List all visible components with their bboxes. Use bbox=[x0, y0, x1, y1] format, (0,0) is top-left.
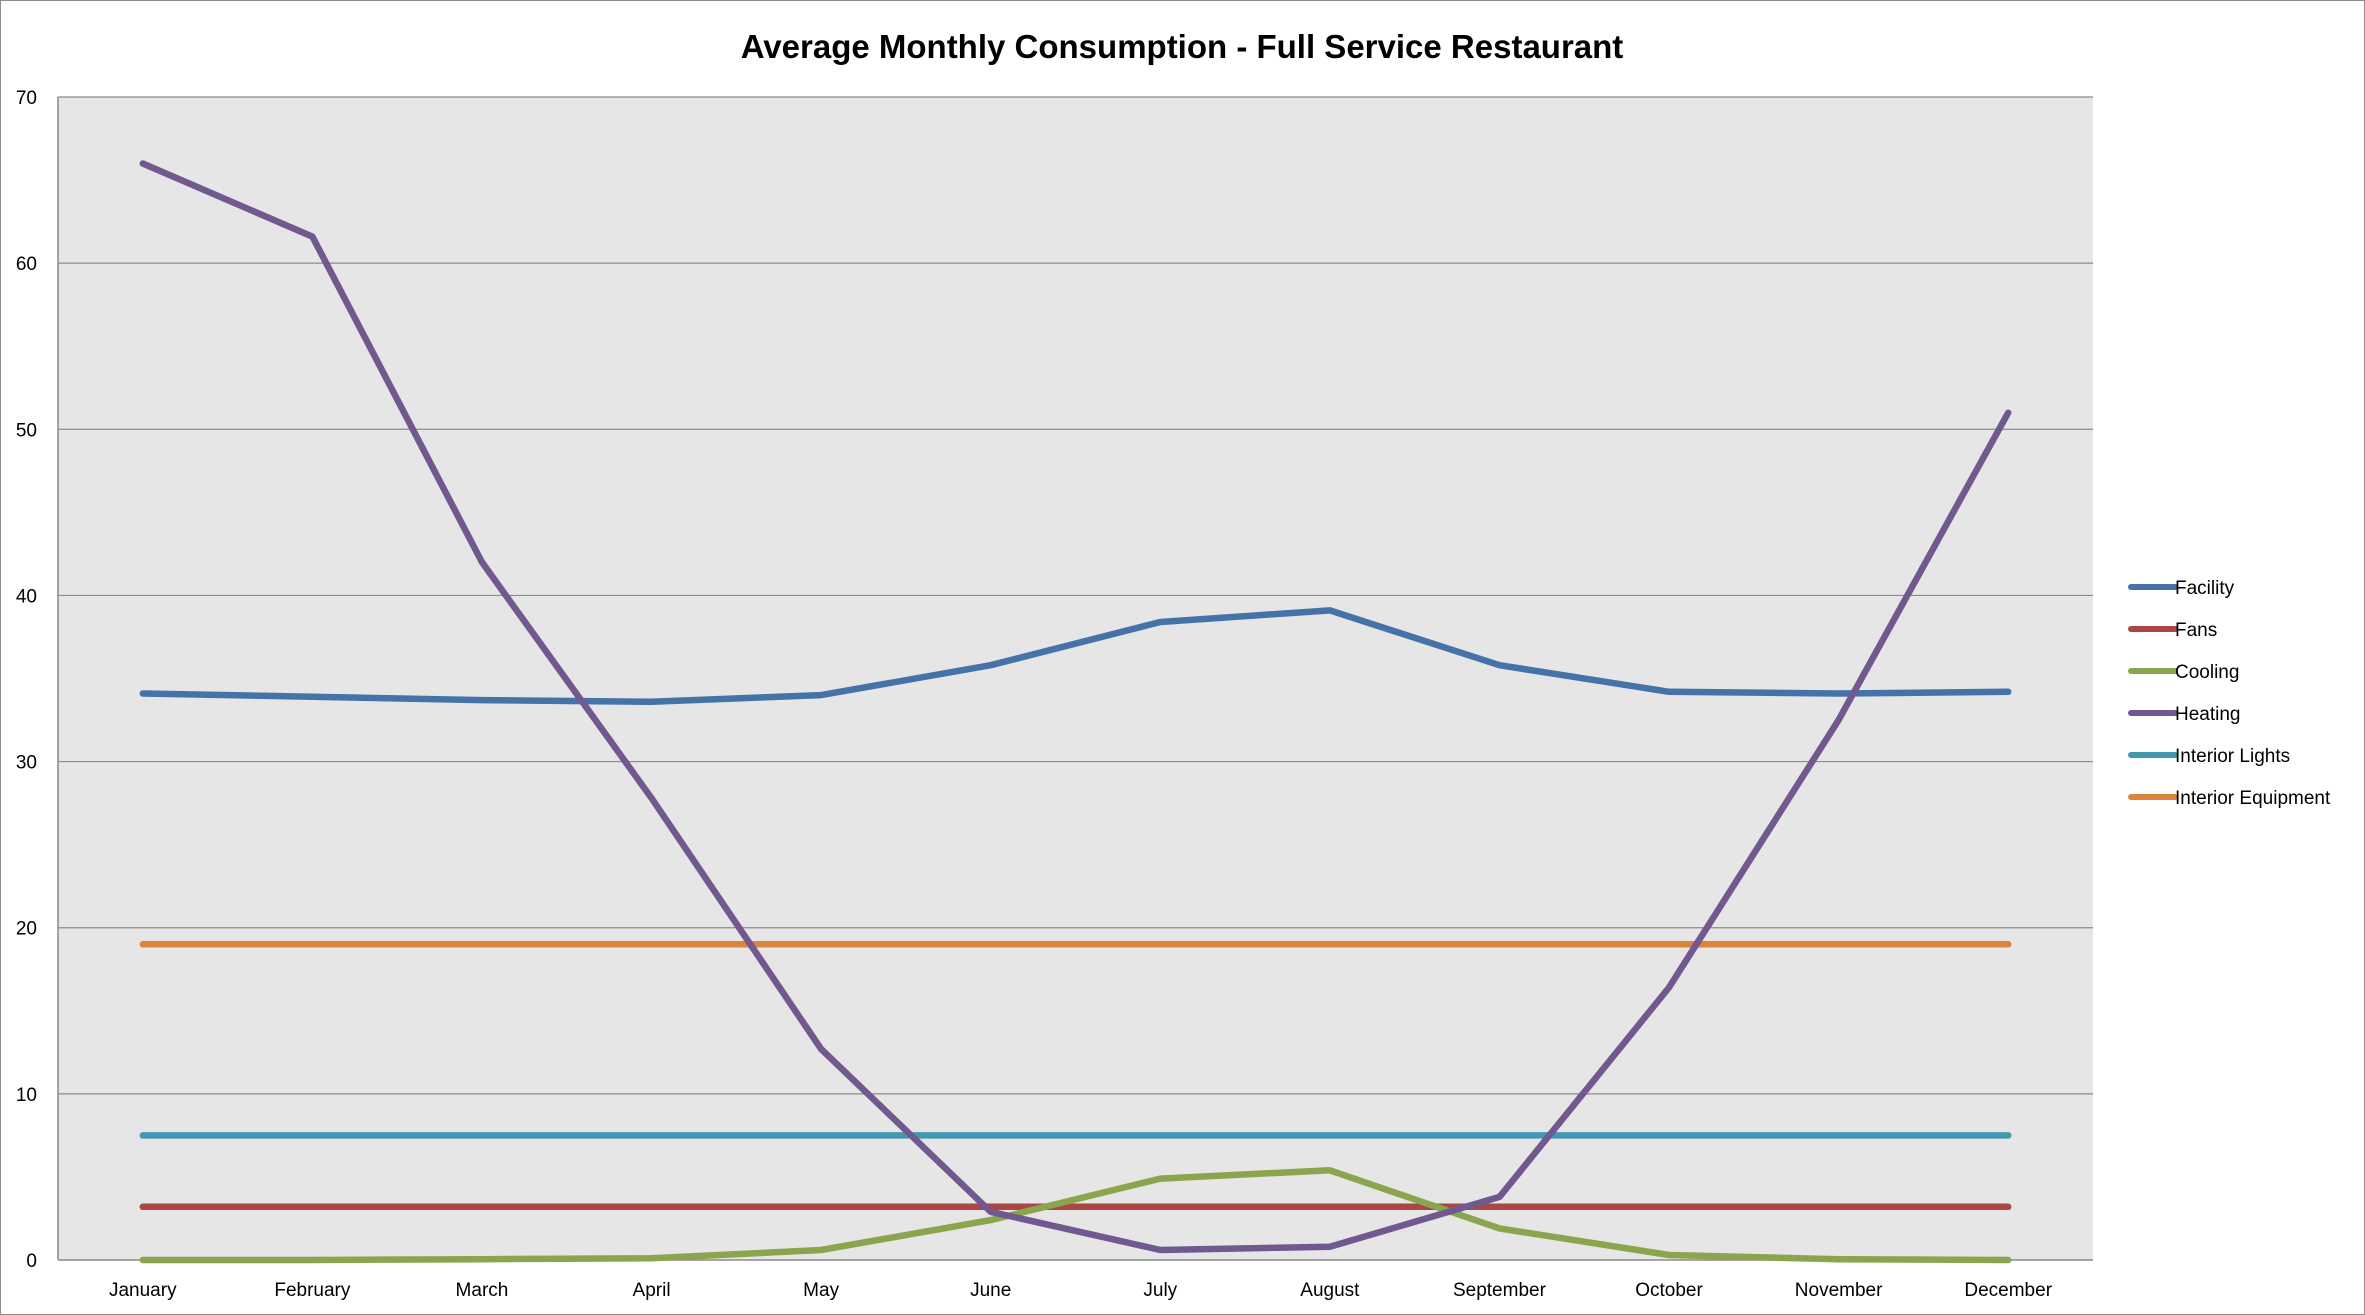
legend-label: Facility bbox=[2175, 578, 2235, 599]
legend-item: Cooling bbox=[2128, 662, 2239, 683]
y-tick-label: 50 bbox=[16, 420, 37, 441]
x-tick-label: October bbox=[1635, 1280, 1703, 1301]
legend-item: Facility bbox=[2128, 578, 2235, 599]
x-tick-label: April bbox=[633, 1280, 671, 1301]
series-line-facility bbox=[139, 607, 2012, 706]
y-axis-ticks: 0 10 20 30 40 50 60 70 bbox=[16, 88, 37, 1272]
gridlines bbox=[58, 96, 2093, 1095]
x-tick-label: May bbox=[803, 1280, 839, 1301]
legend-item: Heating bbox=[2128, 704, 2241, 725]
series-line-cooling bbox=[139, 1167, 2012, 1264]
legend-label: Interior Lights bbox=[2175, 746, 2290, 767]
x-tick-label: June bbox=[970, 1280, 1011, 1301]
legend-label: Fans bbox=[2175, 620, 2217, 641]
x-axis-ticks: January February March April May June July Augu… bbox=[109, 1280, 2053, 1301]
x-tick-label: November bbox=[1795, 1280, 1883, 1301]
legend-label: Heating bbox=[2175, 704, 2241, 725]
legend-item: Interior Equipment bbox=[2128, 788, 2331, 809]
y-tick-label: 30 bbox=[16, 753, 37, 774]
series-lines bbox=[139, 160, 2012, 1264]
legend-label: Cooling bbox=[2175, 662, 2239, 683]
x-tick-label: March bbox=[456, 1280, 509, 1301]
y-tick-label: 20 bbox=[16, 919, 37, 940]
legend-label: Interior Equipment bbox=[2175, 788, 2331, 809]
legend-item: Interior Lights bbox=[2128, 746, 2290, 767]
y-tick-label: 0 bbox=[26, 1251, 37, 1272]
x-tick-label: August bbox=[1300, 1280, 1360, 1301]
plot-area bbox=[58, 97, 2093, 1260]
chart-title: Average Monthly Consumption - Full Servi… bbox=[741, 28, 1624, 65]
y-tick-label: 10 bbox=[16, 1085, 37, 1106]
y-tick-label: 70 bbox=[16, 88, 37, 109]
legend: Facility Fans Cooling Heating Interior Light… bbox=[2128, 578, 2331, 809]
y-tick-label: 60 bbox=[16, 254, 37, 275]
x-tick-label: September bbox=[1453, 1280, 1547, 1301]
x-tick-label: July bbox=[1143, 1280, 1177, 1301]
x-tick-label: February bbox=[274, 1280, 351, 1301]
legend-item: Fans bbox=[2128, 620, 2217, 641]
x-tick-label: December bbox=[1964, 1280, 2052, 1301]
y-tick-label: 40 bbox=[16, 586, 37, 607]
x-tick-label: January bbox=[109, 1280, 177, 1301]
series-line-heating bbox=[139, 160, 2012, 1254]
